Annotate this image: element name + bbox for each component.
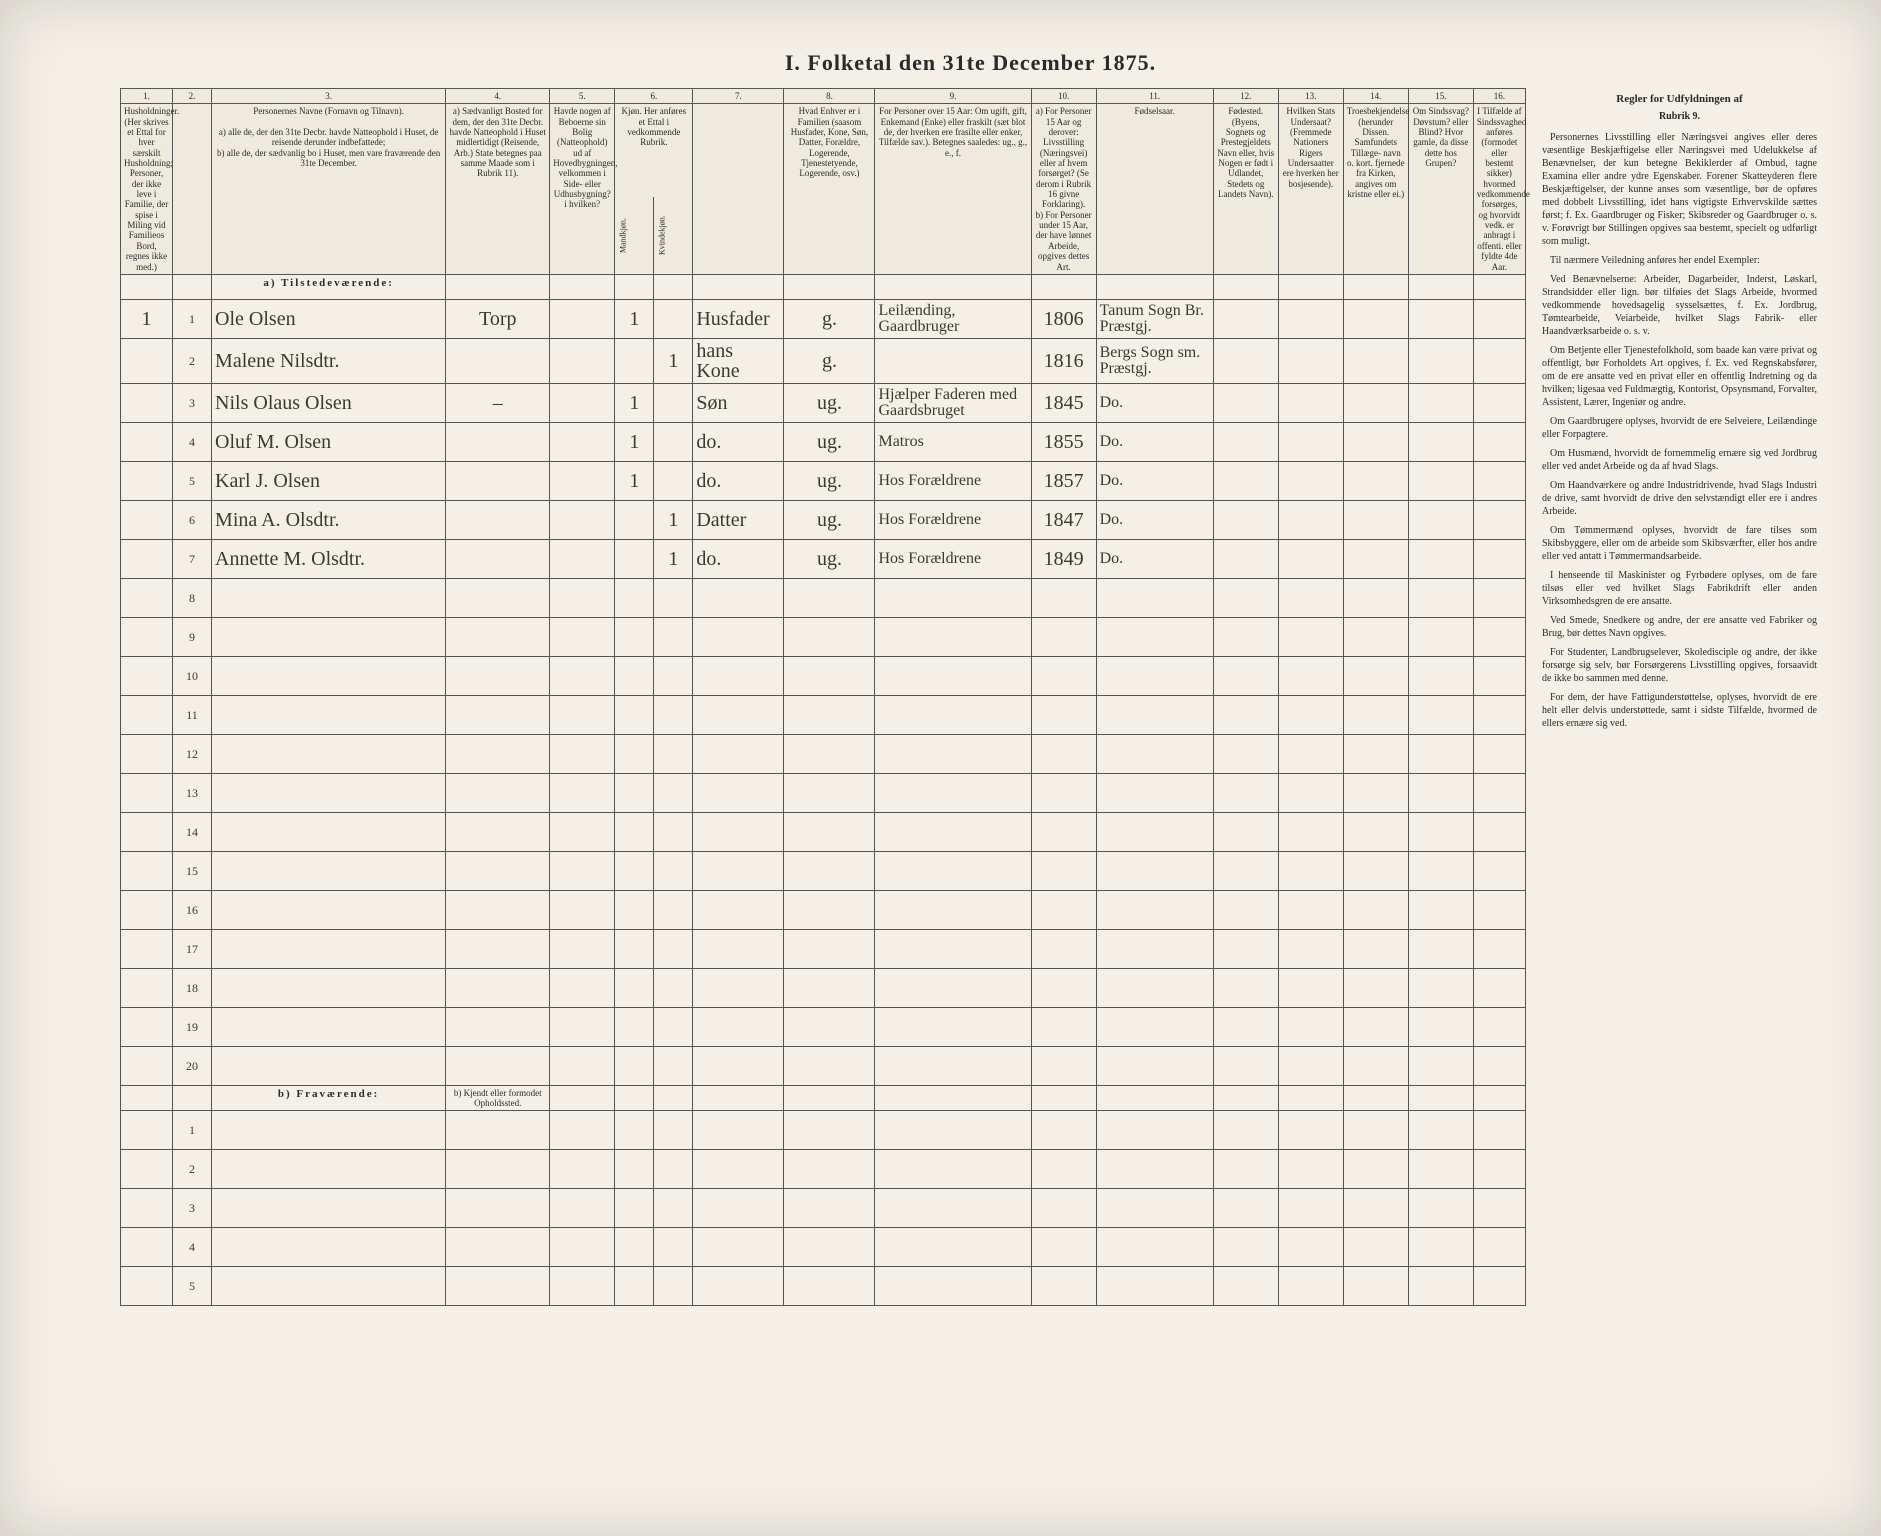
rules-paragraph: Om Betjente eller Tjenestefolkhold, som … <box>1542 344 1817 409</box>
section-b-header: b) Fraværende:b) Kjendt eller formodet O… <box>121 1085 1526 1110</box>
table-row: 10 <box>121 656 1526 695</box>
col-number: 14. <box>1343 89 1408 104</box>
section-b-col4: b) Kjendt eller formodet Opholdssted. <box>446 1085 550 1110</box>
page-title: I. Folketal den 31te December 1875. <box>120 50 1821 76</box>
table-row: 5Karl J. Olsen1do.ug.Hos Forældrene1857D… <box>121 461 1526 500</box>
col-number: 6. <box>615 89 693 104</box>
col-header: Om Sindssvag? Døvstum? eller Blind? Hvor… <box>1408 104 1473 275</box>
rules-paragraph: Ved Benævnelserne: Arbeider, Dagarbeider… <box>1542 273 1817 338</box>
sex-subheader: Kvindekjøn. <box>654 197 693 274</box>
table-row: 15 <box>121 851 1526 890</box>
table-row: 1 <box>121 1110 1526 1149</box>
column-number-row: 1.2.3.4.5.6.7.8.9.10.11.12.13.14.15.16. <box>121 89 1526 104</box>
rules-subtitle: Rubrik 9. <box>1542 110 1817 123</box>
table-row: 2Malene Nilsdtr.1hans Koneg.1816Bergs So… <box>121 338 1526 383</box>
table-row: 6Mina A. Olsdtr.1Datterug.Hos Forældrene… <box>121 500 1526 539</box>
rules-paragraph: For Studenter, Landbrugselever, Skoledis… <box>1542 646 1817 685</box>
col-number: 15. <box>1408 89 1473 104</box>
col-number: 8. <box>784 89 875 104</box>
table-row: 17 <box>121 929 1526 968</box>
col-number: 11. <box>1096 89 1213 104</box>
rules-paragraph: Til nærmere Veiledning anføres her endel… <box>1542 254 1817 267</box>
table-row: 20 <box>121 1046 1526 1085</box>
rules-paragraph: I henseende til Maskinister og Fyrbødere… <box>1542 569 1817 608</box>
col-header: Fødested. (Byens, Sognets og Prestegjeld… <box>1213 104 1278 275</box>
col-header <box>693 104 784 275</box>
col-number: 7. <box>693 89 784 104</box>
col-header: Kjøn. Her anføres et Ettal i vedkommende… <box>615 104 693 198</box>
rules-paragraph: Personernes Livsstilling eller Næringsve… <box>1542 131 1817 248</box>
main-layout: 1.2.3.4.5.6.7.8.9.10.11.12.13.14.15.16. … <box>120 88 1821 1306</box>
table-row: 11Ole OlsenTorp1Husfaderg.Leilænding, Ga… <box>121 299 1526 338</box>
table-row: 2 <box>121 1149 1526 1188</box>
col-header: Hvad Enhver er i Familien (saasom Husfad… <box>784 104 875 275</box>
table-row: 4 <box>121 1227 1526 1266</box>
col-number: 4. <box>446 89 550 104</box>
table-row: 3 <box>121 1188 1526 1227</box>
col-header: Havde nogen af Beboerne sin Bolig (Natte… <box>550 104 615 275</box>
col-number: 2. <box>173 89 212 104</box>
census-page: I. Folketal den 31te December 1875. 1.2.… <box>0 0 1881 1536</box>
rules-paragraph: Om Gaardbrugere oplyses, hvorvidt de ere… <box>1542 415 1817 441</box>
table-row: 14 <box>121 812 1526 851</box>
col-header: a) Sædvanligt Bosted for dem, der den 31… <box>446 104 550 275</box>
table-row: 16 <box>121 890 1526 929</box>
col-header: Fødselsaar. <box>1096 104 1213 275</box>
section-a-header: a) Tilstedeværende: <box>121 274 1526 299</box>
rules-paragraph: Om Tømmermænd oplyses, hvorvidt de fare … <box>1542 524 1817 563</box>
table-row: 13 <box>121 773 1526 812</box>
table-row: 18 <box>121 968 1526 1007</box>
col-number: 9. <box>875 89 1031 104</box>
col-header: Hvilken Stats Undersaat? (Fremmede Natio… <box>1278 104 1343 275</box>
census-table: 1.2.3.4.5.6.7.8.9.10.11.12.13.14.15.16. … <box>120 88 1526 1306</box>
col-header: Husholdninger. (Her skrives et Ettal for… <box>121 104 173 275</box>
rules-paragraph: Ved Smede, Snedkere og andre, der ere an… <box>1542 614 1817 640</box>
rules-title: Regler for Udfyldningen af <box>1542 92 1817 106</box>
table-row: 19 <box>121 1007 1526 1046</box>
rules-paragraph: Om Haandværkere og andre Industridrivend… <box>1542 479 1817 518</box>
col-number: 16. <box>1473 89 1525 104</box>
table-row: 4Oluf M. Olsen1do.ug.Matros1855Do. <box>121 422 1526 461</box>
table-row: 5 <box>121 1266 1526 1305</box>
table-wrap: 1.2.3.4.5.6.7.8.9.10.11.12.13.14.15.16. … <box>120 88 1526 1306</box>
col-header <box>173 104 212 275</box>
rules-column: Regler for Udfyldningen af Rubrik 9. Per… <box>1538 88 1821 1306</box>
section-b-label: b) Fraværende: <box>212 1085 446 1110</box>
rules-paragraph: Om Husmænd, hvorvidt de fornemmelig ernæ… <box>1542 447 1817 473</box>
col-header: Personernes Navne (Fornavn og Tilnavn). … <box>212 104 446 275</box>
col-number: 1. <box>121 89 173 104</box>
table-row: 8 <box>121 578 1526 617</box>
col-header: Troesbekjendelse (herunder Dissen. Samfu… <box>1343 104 1408 275</box>
census-body: a) Tilstedeværende:11Ole OlsenTorp1Husfa… <box>121 274 1526 1305</box>
sex-subheader: Mandkjøn. <box>615 197 654 274</box>
col-header: I Tilfælde af Sindssvaghed anføres (form… <box>1473 104 1525 275</box>
col-number: 13. <box>1278 89 1343 104</box>
table-row: 11 <box>121 695 1526 734</box>
table-row: 7Annette M. Olsdtr.1do.ug.Hos Forældrene… <box>121 539 1526 578</box>
col-number: 3. <box>212 89 446 104</box>
col-header: a) For Personer 15 Aar og derover: Livss… <box>1031 104 1096 275</box>
col-number: 5. <box>550 89 615 104</box>
col-number: 12. <box>1213 89 1278 104</box>
col-number: 10. <box>1031 89 1096 104</box>
table-row: 12 <box>121 734 1526 773</box>
rules-paragraph: For dem, der have Fattigunderstøttelse, … <box>1542 691 1817 730</box>
table-row: 3Nils Olaus Olsen–1Sønug.Hjælper Faderen… <box>121 383 1526 422</box>
section-a-label: a) Tilstedeværende: <box>212 274 446 299</box>
rules-body: Personernes Livsstilling eller Næringsve… <box>1542 131 1817 730</box>
table-row: 9 <box>121 617 1526 656</box>
col-header: For Personer over 15 Aar: Om ugift, gift… <box>875 104 1031 275</box>
header-row: Husholdninger. (Her skrives et Ettal for… <box>121 104 1526 198</box>
